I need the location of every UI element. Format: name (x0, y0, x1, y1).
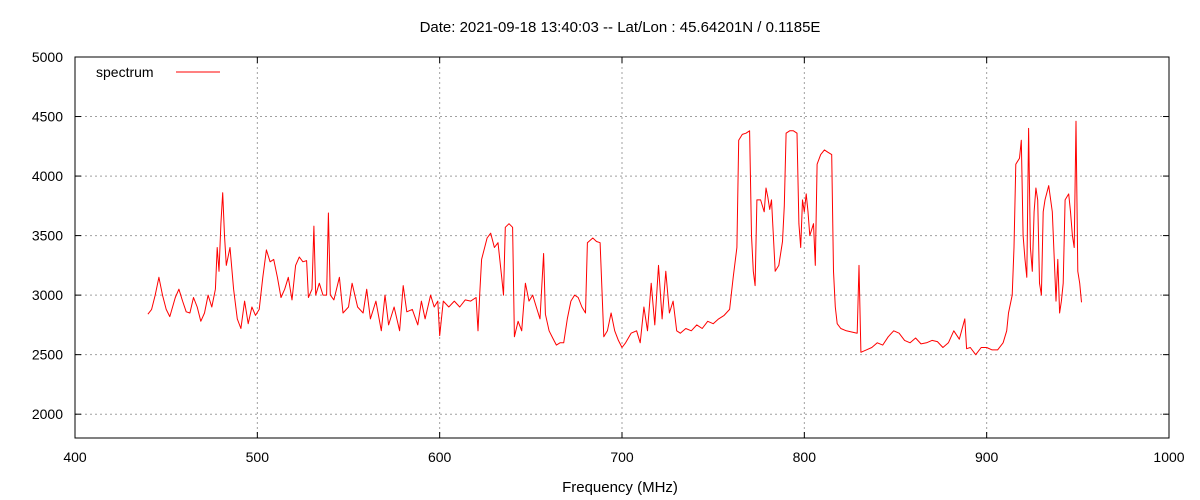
y-tick-label: 5000 (32, 49, 63, 65)
chart-title: Date: 2021-09-18 13:40:03 -- Lat/Lon : 4… (420, 19, 821, 36)
x-tick-label: 800 (793, 449, 817, 465)
x-tick-label: 900 (975, 449, 999, 465)
y-tick-label: 4000 (32, 168, 63, 184)
grid (75, 57, 1169, 438)
x-tick-label: 700 (610, 449, 634, 465)
legend: spectrum (96, 64, 220, 80)
y-tick-label: 2500 (32, 347, 63, 363)
y-tick-label: 2000 (32, 406, 63, 422)
series-line-spectrum (147, 120, 1082, 356)
legend-label: spectrum (96, 64, 154, 80)
x-tick-label: 400 (63, 449, 87, 465)
series-layer (147, 120, 1082, 356)
x-tick-label: 600 (428, 449, 452, 465)
x-tick-label: 1000 (1153, 449, 1184, 465)
y-tick-label: 4500 (32, 109, 63, 125)
x-tick-label: 500 (246, 449, 270, 465)
y-tick-label: 3500 (32, 228, 63, 244)
y-tick-label: 3000 (32, 287, 63, 303)
axis-ticks: 400 500 600 700 800 900 1000 2000 2500 3000 3500 40… (32, 49, 1185, 465)
x-axis-label: Frequency (MHz) (562, 479, 678, 496)
